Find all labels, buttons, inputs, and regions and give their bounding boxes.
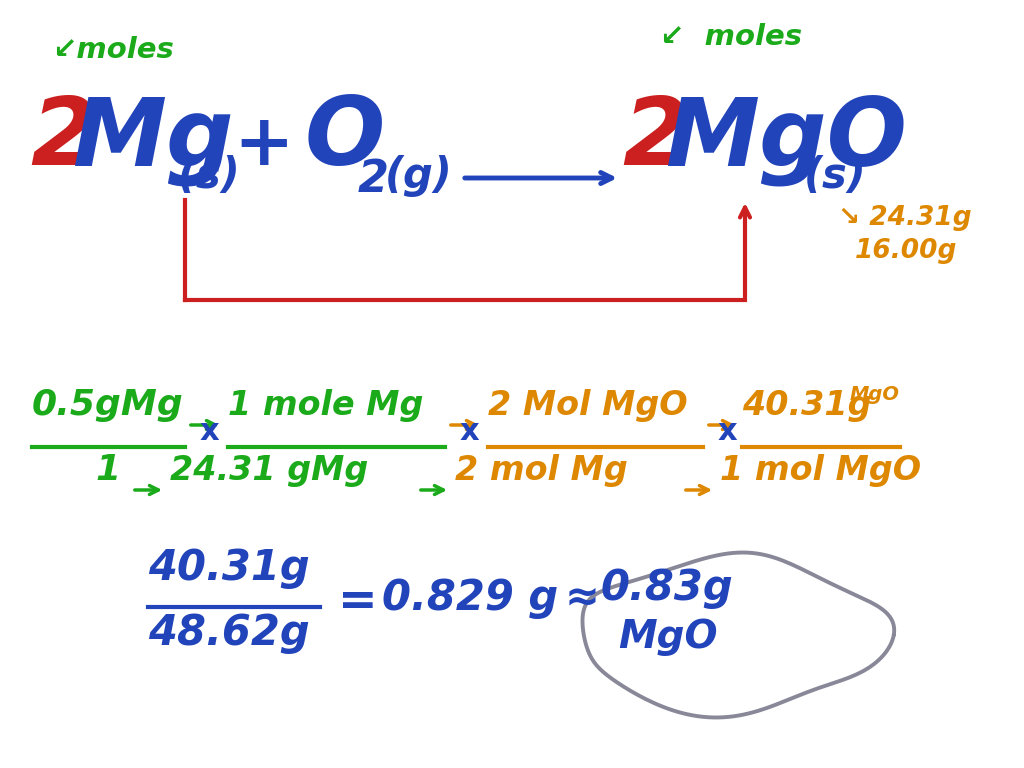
Text: =: = [338, 580, 378, 625]
Text: 48.62g: 48.62g [148, 612, 309, 654]
Text: ↘ 24.31g: ↘ 24.31g [838, 205, 972, 231]
Text: +: + [233, 111, 294, 180]
Text: 2 Mol MgO: 2 Mol MgO [488, 389, 688, 422]
Text: 24.31 gMg: 24.31 gMg [170, 454, 369, 487]
Text: 0.83g: 0.83g [600, 567, 732, 609]
Text: 16.00g: 16.00g [855, 238, 957, 264]
Text: MgO: MgO [665, 94, 907, 186]
Text: 1 mol MgO: 1 mol MgO [720, 454, 922, 487]
Text: 2: 2 [30, 93, 96, 185]
Text: 2: 2 [622, 93, 688, 185]
Text: x: x [718, 417, 737, 446]
Text: MgO: MgO [618, 618, 718, 656]
Text: ↙moles: ↙moles [52, 36, 174, 64]
Text: MgO: MgO [850, 385, 900, 404]
Text: 40.31g: 40.31g [148, 547, 309, 589]
Text: 0.829 g: 0.829 g [382, 577, 558, 619]
Text: Mg: Mg [72, 94, 233, 186]
Text: 2: 2 [358, 158, 389, 201]
Text: ≈: ≈ [565, 577, 600, 619]
Text: x: x [200, 417, 219, 446]
Text: x: x [460, 417, 479, 446]
Text: (g): (g) [385, 155, 453, 197]
Text: O: O [305, 93, 385, 185]
Text: 1: 1 [95, 453, 120, 487]
Text: 1 mole Mg: 1 mole Mg [228, 389, 423, 422]
Text: (s): (s) [178, 155, 241, 197]
Text: ↙  moles: ↙ moles [660, 23, 802, 51]
Text: 40.31g: 40.31g [742, 389, 871, 422]
Text: 0.5gMg: 0.5gMg [32, 388, 183, 422]
Text: (s): (s) [804, 155, 866, 197]
Text: 2 mol Mg: 2 mol Mg [455, 454, 628, 487]
